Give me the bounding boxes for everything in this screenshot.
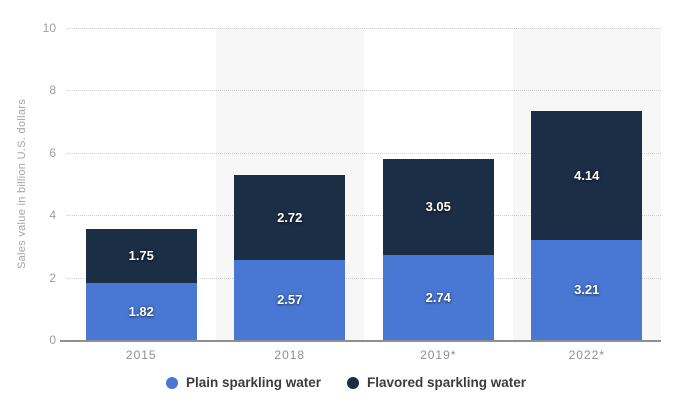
- gridline: [67, 152, 661, 154]
- bar-value-label: 1.75: [128, 248, 154, 264]
- y-axis-title: Sales value in billion U.S. dollars: [16, 98, 28, 270]
- y-tick-label: 4: [49, 208, 56, 223]
- legend-label: Flavored sparkling water: [366, 375, 527, 390]
- bar-segment-plain-2022: 3.21: [531, 239, 643, 340]
- bar-value-label: 3.05: [425, 199, 451, 215]
- legend-label: Plain sparkling water: [185, 375, 321, 390]
- y-tick-label: 2: [49, 270, 56, 285]
- legend-item-flavored-sparkling-water[interactable]: Flavored sparkling water: [346, 375, 527, 390]
- bar-segment-plain-2019: 2.74: [382, 254, 494, 340]
- bar-segment-flavored-2019: 3.05: [382, 159, 494, 255]
- gridline: [67, 277, 661, 279]
- legend-dot: [346, 376, 359, 389]
- y-tick-label: 8: [49, 83, 56, 98]
- x-tick-label-2015: 2015: [125, 348, 157, 362]
- bar-value-label: 2.72: [277, 209, 303, 225]
- legend: Plain sparkling water Flavored sparkling …: [0, 375, 692, 390]
- plot-area: 1.82 1.75 2.57 2.72 2.74 3.05 3.21 4.14: [60, 28, 661, 342]
- x-tick-label-2022: 2022*: [568, 348, 605, 362]
- bar-value-label: 1.82: [128, 304, 154, 320]
- legend-dot: [165, 376, 178, 389]
- y-tick-label: 6: [49, 145, 56, 160]
- bar-segment-flavored-2022: 4.14: [531, 110, 643, 240]
- bar-segment-flavored-2015: 1.75: [85, 228, 197, 284]
- legend-item-plain-sparkling-water[interactable]: Plain sparkling water: [165, 375, 321, 390]
- gridline: [67, 215, 661, 217]
- x-tick-label-2018: 2018: [274, 348, 306, 362]
- y-tick-label: 10: [42, 21, 56, 35]
- bar-value-label: 3.21: [574, 282, 600, 298]
- bar-segment-plain-2018: 2.57: [234, 259, 346, 340]
- bar-segment-plain-2015: 1.82: [85, 283, 197, 340]
- bar-segment-flavored-2018: 2.72: [234, 174, 346, 260]
- bar-value-label: 4.14: [574, 167, 600, 183]
- y-tick-label: 0: [49, 333, 56, 347]
- gridline: [67, 90, 661, 92]
- gridline: [67, 28, 661, 29]
- bar-value-label: 2.57: [277, 292, 303, 308]
- x-tick-label-2019: 2019*: [420, 348, 457, 362]
- x-axis-line: [60, 340, 661, 342]
- bar-value-label: 2.74: [425, 289, 451, 305]
